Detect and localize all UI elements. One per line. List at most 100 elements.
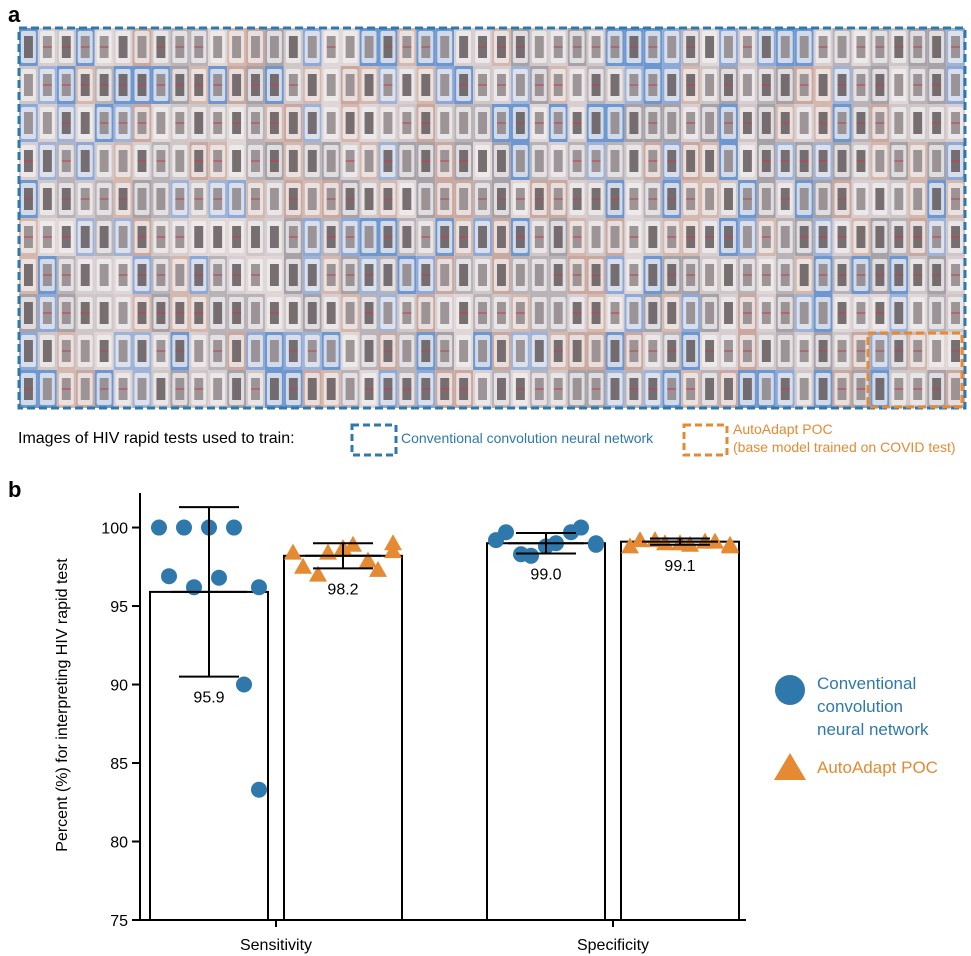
tile-window (535, 150, 544, 172)
tile-window (705, 264, 714, 286)
figure: a Images of HIV rapid tests used to trai… (0, 0, 971, 956)
tile-window (24, 340, 33, 362)
tile-window (629, 150, 638, 172)
tile-window (705, 188, 714, 210)
tile-window (81, 226, 90, 248)
tile-window (875, 226, 884, 248)
tile-window (194, 226, 203, 248)
tile-window (724, 36, 733, 58)
tile-window (913, 150, 922, 172)
tile-window (402, 226, 411, 248)
tile-window (705, 378, 714, 400)
y-tick-label: 75 (110, 913, 128, 930)
point (226, 520, 242, 536)
tile-window (724, 188, 733, 210)
tile-window (138, 340, 147, 362)
tile-window (894, 188, 903, 210)
tile-window (705, 112, 714, 134)
tile-window (762, 188, 771, 210)
tile-window (573, 74, 582, 96)
tile-window (819, 378, 828, 400)
tile-window (838, 150, 847, 172)
tile-window (667, 74, 676, 96)
tile-window (383, 302, 392, 324)
tile-window (100, 264, 109, 286)
tile-window (24, 112, 33, 134)
tile-window (611, 226, 620, 248)
tile-window (175, 264, 184, 286)
tile-window (573, 378, 582, 400)
tile-window (421, 74, 430, 96)
tile-window (421, 302, 430, 324)
tile-window (894, 112, 903, 134)
tile-window (43, 188, 52, 210)
panel-label: b (8, 477, 21, 502)
tile-window (327, 74, 336, 96)
tile-window (100, 150, 109, 172)
tile-window (440, 264, 449, 286)
tile-window (611, 74, 620, 96)
tile-window (856, 226, 865, 248)
tile-window (346, 302, 355, 324)
tile-window (346, 36, 355, 58)
legend-text: AutoAdapt POC (733, 421, 833, 437)
caption: Images of HIV rapid tests used to train: (18, 430, 295, 447)
tile-window (497, 226, 506, 248)
tile-window (346, 74, 355, 96)
tile-window (232, 188, 241, 210)
tile-window (421, 188, 430, 210)
tile-window (762, 36, 771, 58)
tile-window (232, 74, 241, 96)
tile-window (232, 378, 241, 400)
tile-window (478, 264, 487, 286)
tile-window (365, 150, 374, 172)
tile-window (270, 36, 279, 58)
value-label: 99.0 (530, 566, 561, 583)
tile-window (289, 264, 298, 286)
tile-window (516, 264, 525, 286)
tile-window (270, 340, 279, 362)
tile-window (724, 264, 733, 286)
tile-window (308, 74, 317, 96)
y-tick-label: 80 (110, 835, 128, 852)
tile-window (611, 264, 620, 286)
tile-window (308, 378, 317, 400)
legend-marker (774, 753, 806, 780)
legend-marker (775, 675, 805, 705)
tile-window (327, 378, 336, 400)
tile-window (800, 112, 809, 134)
tile-window (138, 188, 147, 210)
chart: 7580859095100Percent (%) for interpretin… (54, 493, 806, 954)
tile-window (289, 112, 298, 134)
tile-window (648, 264, 657, 286)
tile-window (913, 302, 922, 324)
tile-window (440, 36, 449, 58)
tile-window (24, 264, 33, 286)
tile-window (667, 36, 676, 58)
tile-window (724, 150, 733, 172)
tile-window (819, 74, 828, 96)
tile-window (686, 150, 695, 172)
tile-window (289, 36, 298, 58)
bar (621, 542, 739, 920)
tile-window (251, 226, 260, 248)
tile-window (402, 188, 411, 210)
tile-window (24, 36, 33, 58)
tile-window (365, 226, 374, 248)
tile-window (81, 112, 90, 134)
tile-window (440, 302, 449, 324)
tile-window (781, 226, 790, 248)
tile-window (459, 188, 468, 210)
image-mosaic (19, 28, 965, 408)
tile-window (327, 340, 336, 362)
tile-window (43, 112, 52, 134)
tile-window (100, 302, 109, 324)
tile-window (800, 302, 809, 324)
tile-window (308, 188, 317, 210)
y-tick-label: 95 (110, 599, 128, 616)
point (251, 579, 267, 595)
tile-window (138, 36, 147, 58)
tile-window (913, 112, 922, 134)
tile-window (648, 226, 657, 248)
tile-window (497, 150, 506, 172)
